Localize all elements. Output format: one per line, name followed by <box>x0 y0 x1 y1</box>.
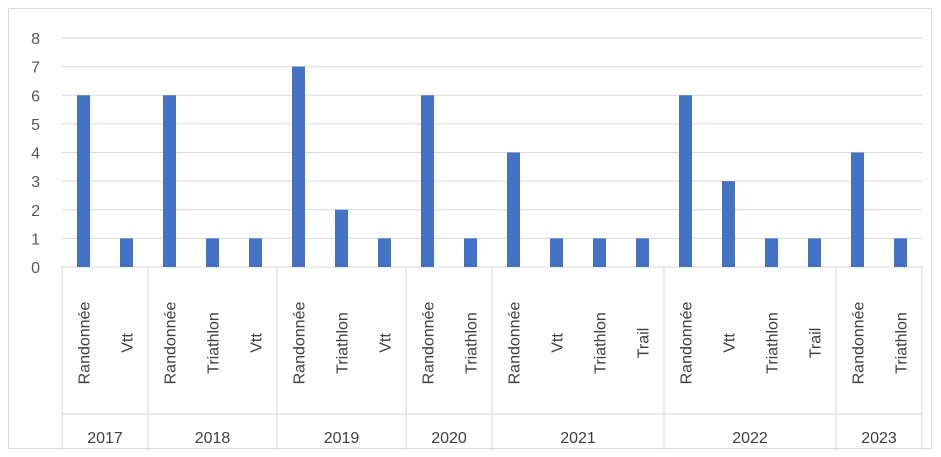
bar <box>120 238 133 267</box>
category-label: Randonnée <box>679 302 696 385</box>
y-tick-label: 2 <box>31 203 40 220</box>
category-label: Vtt <box>120 333 137 353</box>
year-label: 2019 <box>324 430 360 447</box>
bar <box>77 95 90 267</box>
bar <box>249 238 262 267</box>
category-label: Trail <box>808 328 825 359</box>
bar <box>206 238 219 267</box>
year-label: 2021 <box>560 430 596 447</box>
category-label: Vtt <box>550 333 567 353</box>
y-tick-label: 8 <box>31 31 40 48</box>
bar <box>679 95 692 267</box>
category-label: Triathlon <box>765 312 782 374</box>
bar <box>636 238 649 267</box>
category-label: Randonnée <box>507 302 524 385</box>
category-label: Randonnée <box>77 302 94 385</box>
category-label: Randonnée <box>851 302 868 385</box>
bar <box>421 95 434 267</box>
category-label: Vtt <box>722 333 739 353</box>
category-label: Randonnée <box>421 302 438 385</box>
category-label: Triathlon <box>894 312 911 374</box>
bar <box>292 66 305 267</box>
category-label: Triathlon <box>335 312 352 374</box>
y-tick-label: 1 <box>31 231 40 248</box>
category-label: Randonnée <box>292 302 309 385</box>
bar <box>851 152 864 267</box>
bar <box>507 152 520 267</box>
y-tick-label: 5 <box>31 117 40 134</box>
category-label: Triathlon <box>593 312 610 374</box>
category-label: Trail <box>636 328 653 359</box>
category-label: Vtt <box>249 333 266 353</box>
bar <box>378 238 391 267</box>
bar <box>550 238 563 267</box>
bar <box>163 95 176 267</box>
year-label: 2017 <box>87 430 123 447</box>
category-label: Triathlon <box>464 312 481 374</box>
y-tick-label: 7 <box>31 60 40 77</box>
bar <box>765 238 778 267</box>
y-tick-label: 3 <box>31 174 40 191</box>
year-label: 2020 <box>431 430 467 447</box>
bar <box>808 238 821 267</box>
y-tick-label: 4 <box>31 146 40 163</box>
category-label: Triathlon <box>206 312 223 374</box>
bar <box>464 238 477 267</box>
bar <box>722 181 735 267</box>
year-label: 2018 <box>195 430 231 447</box>
year-label: 2023 <box>861 430 897 447</box>
category-label: Randonnée <box>163 302 180 385</box>
y-tick-label: 0 <box>31 260 40 277</box>
bar <box>335 209 348 267</box>
bar <box>894 238 907 267</box>
category-label: Vtt <box>378 333 395 353</box>
year-label: 2022 <box>732 430 768 447</box>
y-tick-label: 6 <box>31 88 40 105</box>
bar <box>593 238 606 267</box>
chart-frame <box>8 8 932 449</box>
